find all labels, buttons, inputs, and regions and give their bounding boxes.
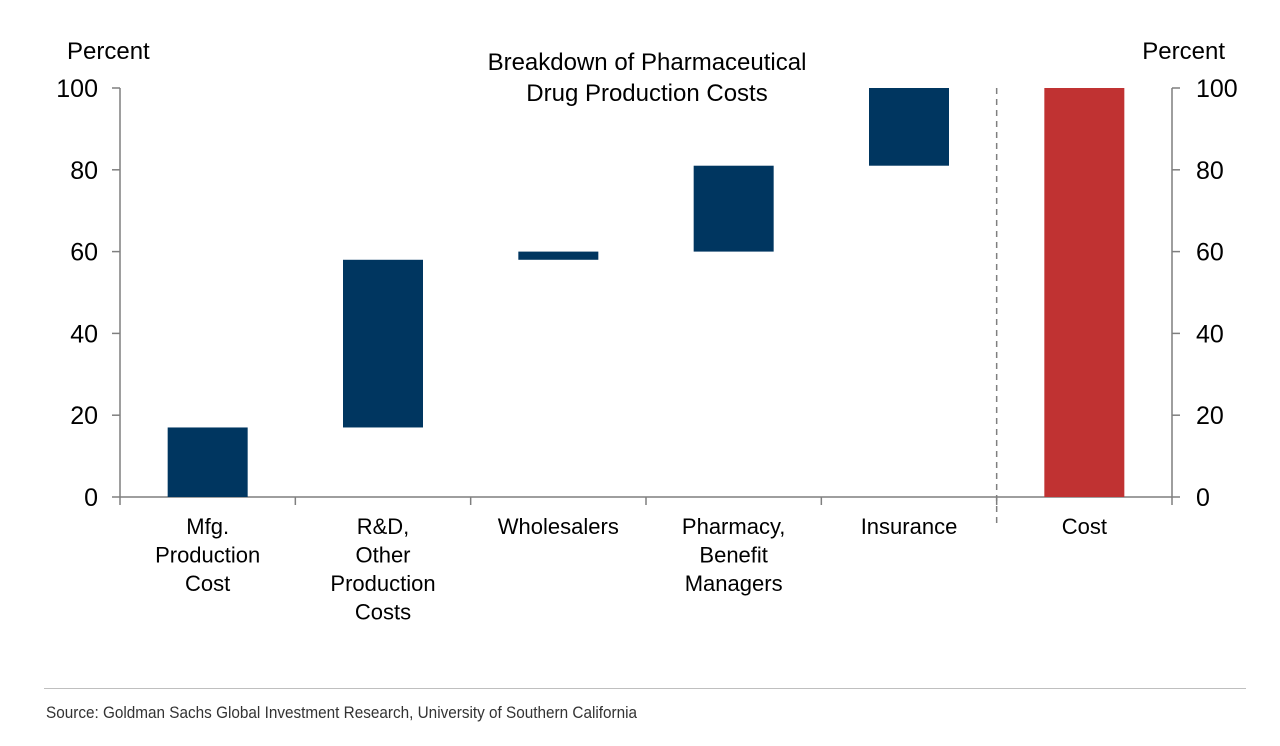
category-label: Benefit <box>699 543 768 568</box>
category-label: Wholesalers <box>498 514 619 539</box>
category-label: Mfg. <box>186 514 229 539</box>
category-label: Other <box>355 543 410 568</box>
bar <box>343 259 423 428</box>
right-tick-label: 20 <box>1196 402 1224 430</box>
chart-title: Breakdown of Pharmaceutical <box>488 49 807 76</box>
right-tick-label: 40 <box>1196 320 1224 348</box>
category-label: Production <box>330 571 435 596</box>
bar <box>869 88 949 166</box>
left-tick-label: 40 <box>70 320 98 348</box>
category-label: Managers <box>685 571 783 596</box>
source-note: Source: Goldman Sachs Global Investment … <box>46 703 638 722</box>
bar <box>167 427 248 497</box>
category-label: Costs <box>355 600 411 625</box>
right-tick-label: 0 <box>1196 484 1210 512</box>
bar <box>1044 88 1125 497</box>
category-label: Production <box>155 543 260 568</box>
right-tick-label: 100 <box>1196 75 1238 103</box>
right-axis-label: Percent <box>1142 38 1225 65</box>
right-tick-label: 60 <box>1196 239 1224 267</box>
left-axis-label: Percent <box>67 38 150 65</box>
category-label: Cost <box>185 571 230 596</box>
right-tick-label: 80 <box>1196 157 1224 185</box>
left-tick-label: 80 <box>70 157 98 185</box>
chart-title: Drug Production Costs <box>526 80 767 107</box>
bar <box>518 251 599 260</box>
category-label: Pharmacy, <box>682 514 786 539</box>
bar <box>693 165 774 252</box>
category-label: R&D, <box>357 514 410 539</box>
left-tick-label: 60 <box>70 239 98 267</box>
left-tick-label: 0 <box>84 484 98 512</box>
category-label: Insurance <box>861 514 958 539</box>
source-divider <box>44 688 1246 689</box>
left-tick-label: 100 <box>56 75 98 103</box>
left-tick-label: 20 <box>70 402 98 430</box>
category-label: Cost <box>1062 514 1107 539</box>
